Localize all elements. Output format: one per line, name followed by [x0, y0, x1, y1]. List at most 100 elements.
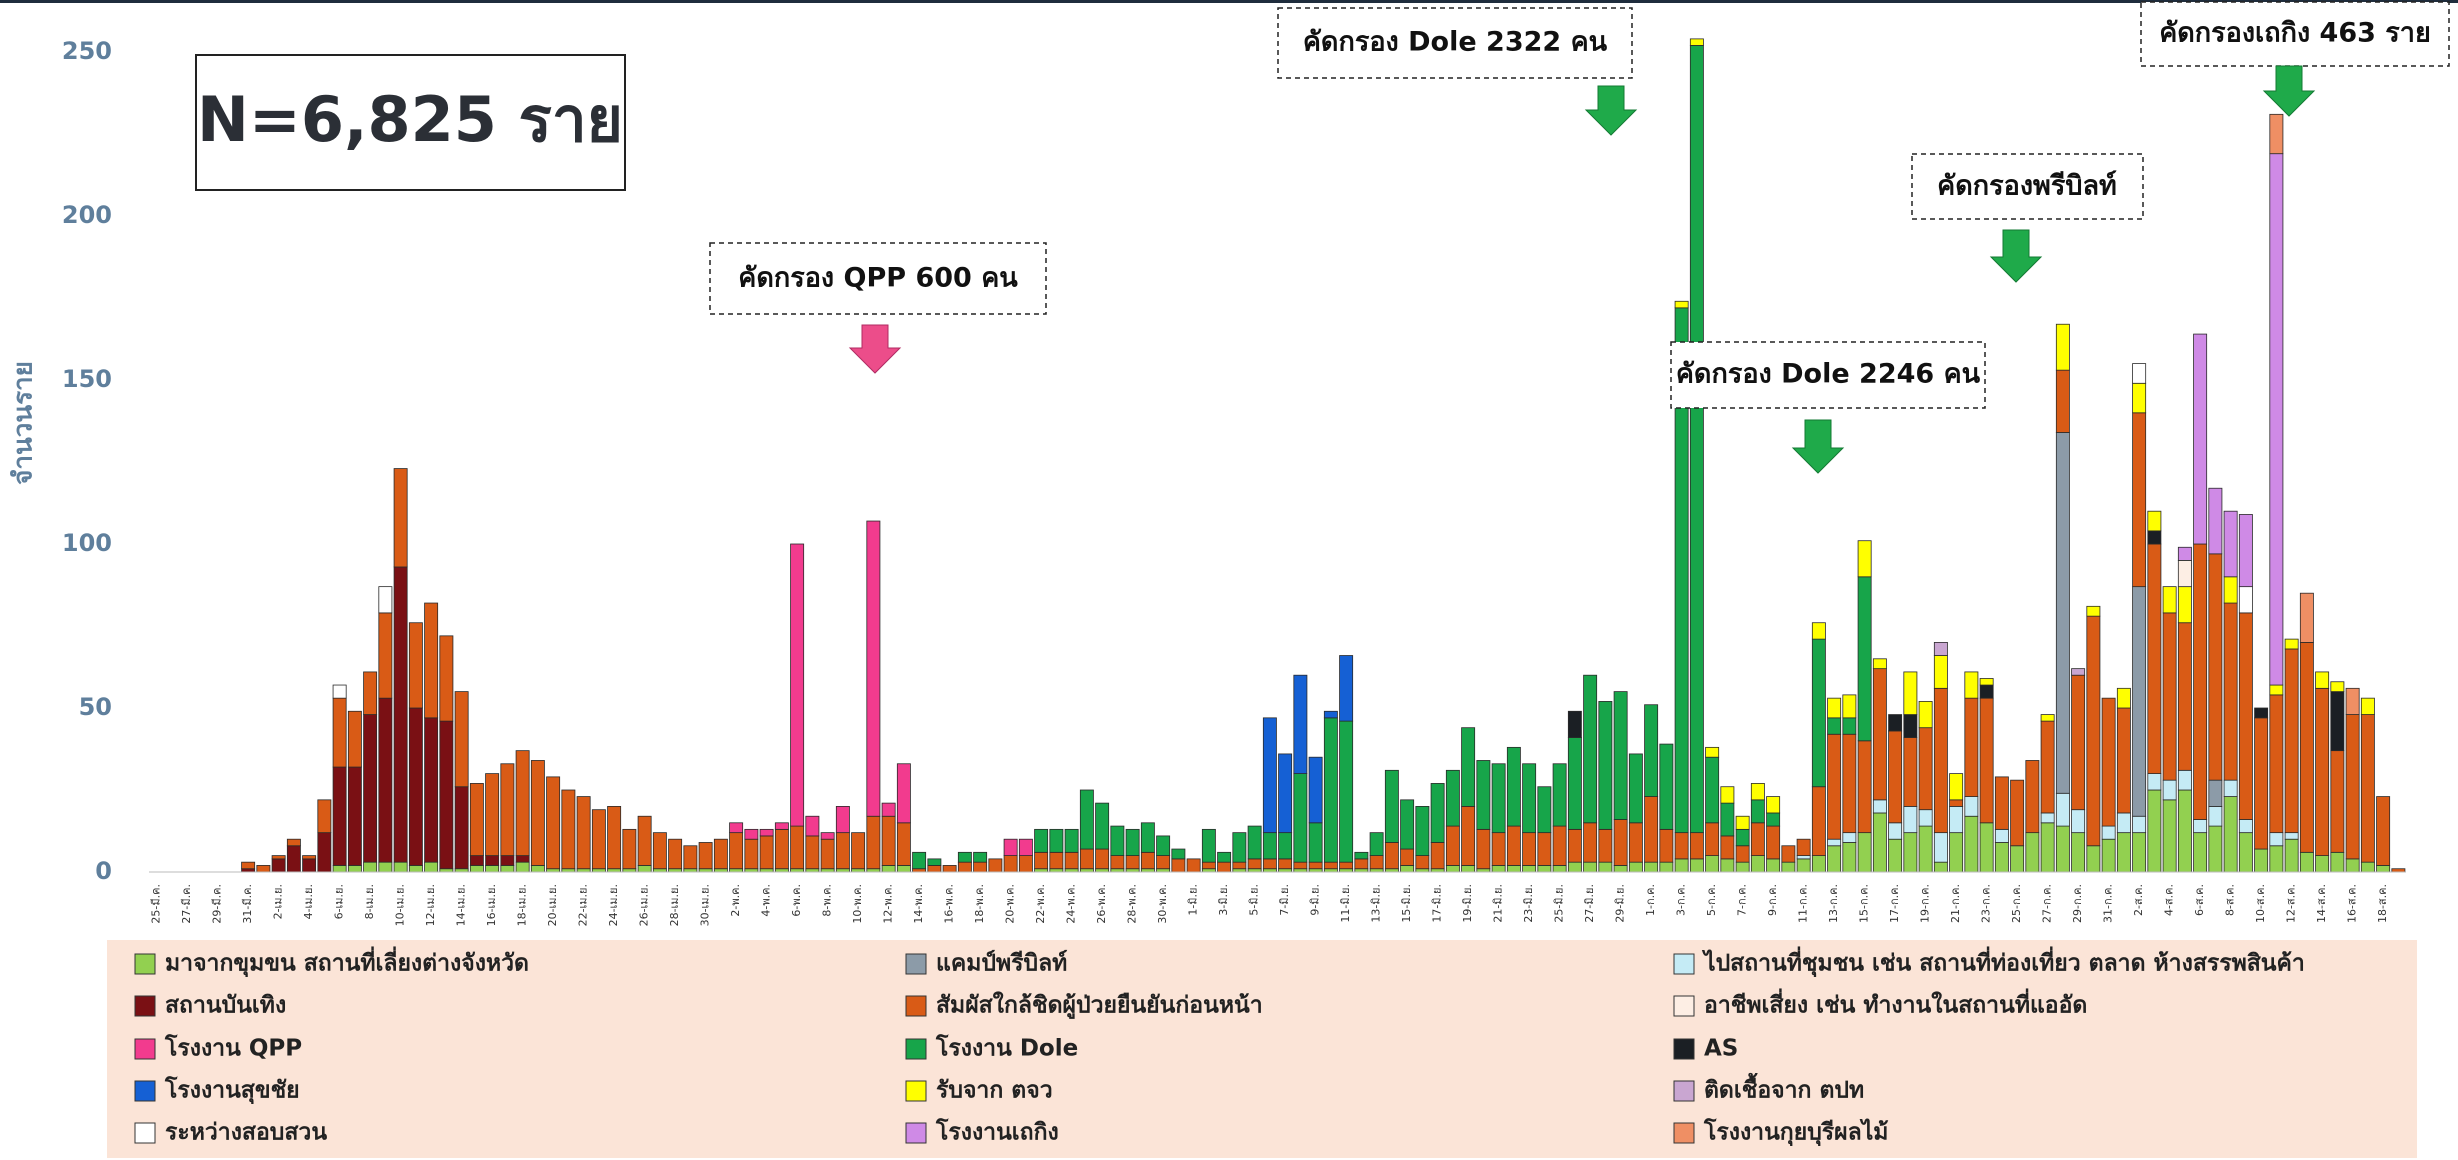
- bar-segment: [1308, 822, 1323, 863]
- legend-swatch: [905, 1038, 927, 1060]
- bar-segment: [1750, 855, 1765, 873]
- bar-segment: [1339, 720, 1354, 863]
- bar-segment: [1781, 845, 1796, 863]
- bar-segment: [1522, 865, 1537, 873]
- bar-segment: [515, 750, 530, 857]
- bar-segment: [1384, 769, 1399, 843]
- bar-segment: [820, 832, 835, 840]
- legend-label: มาจากขุมขน สถานที่เลี่ยงต่างจังหวัด: [165, 946, 529, 978]
- bar-segment: [2376, 796, 2391, 866]
- bar-segment: [1949, 806, 1964, 834]
- bar-segment: [1552, 763, 1567, 827]
- bar-segment: [2269, 113, 2284, 155]
- bar-segment: [302, 858, 317, 873]
- bar-segment: [347, 766, 362, 866]
- bar-segment: [1766, 812, 1781, 827]
- bar-segment: [1369, 832, 1384, 857]
- bar-segment: [1278, 832, 1293, 860]
- annotation-box: [2140, 1, 2450, 67]
- bar-segment: [1308, 756, 1323, 824]
- bar-segment: [1034, 828, 1049, 853]
- x-tick-label: 30-พ.ค.: [1156, 884, 1169, 924]
- bar-segment: [271, 855, 286, 860]
- bar-segment: [2254, 717, 2269, 850]
- bar-segment: [1781, 861, 1796, 873]
- bar-segment: [2101, 697, 2116, 827]
- bar-segment: [2284, 648, 2299, 834]
- legend-label: ติดเชื้อจาก ตปท: [1704, 1073, 1864, 1104]
- top-border: [0, 0, 2458, 3]
- bar-segment: [1171, 858, 1186, 873]
- bar-segment: [2330, 851, 2345, 873]
- bar-segment: [530, 865, 545, 873]
- bar-segment: [408, 865, 423, 873]
- bar-segment: [1171, 848, 1186, 860]
- x-tick-label: 5-ก.ค.: [1705, 884, 1718, 916]
- x-tick-label: 16-พ.ค.: [943, 884, 956, 924]
- bar-segment: [1811, 638, 1826, 788]
- bar-segment: [912, 851, 927, 870]
- bar-segment: [1888, 730, 1903, 824]
- bar-segment: [454, 691, 469, 788]
- x-tick-label: 23-มิ.ย.: [1522, 884, 1535, 923]
- bar-segment: [2223, 779, 2238, 797]
- x-tick-label: 27-ก.ค.: [2041, 884, 2054, 923]
- bar-segment: [2345, 714, 2360, 860]
- bar-segment: [2071, 809, 2086, 834]
- x-tick-label: 7-มิ.ย.: [1278, 884, 1291, 916]
- bar-segment: [713, 838, 728, 870]
- bar-segment: [1369, 855, 1384, 870]
- annotation: คัดกรอง Dole 2322 คน: [1303, 27, 1608, 58]
- bar-segment: [1339, 655, 1354, 722]
- bar-segment: [424, 717, 439, 863]
- bar-segment: [1445, 825, 1460, 866]
- bar-segment: [1842, 717, 1857, 735]
- legend-swatch: [1673, 995, 1695, 1017]
- bar-segment: [2360, 861, 2375, 873]
- bar-segment: [1949, 832, 1964, 873]
- bar-segment: [2116, 812, 2131, 834]
- bar-segment: [1140, 851, 1155, 870]
- x-tick-label: 12-พ.ค.: [882, 884, 895, 924]
- bar-segment: [2330, 750, 2345, 853]
- bar-segment: [2345, 858, 2360, 873]
- bar-segment: [2055, 825, 2070, 873]
- bar-segment: [1049, 851, 1064, 870]
- bar-segment: [1628, 861, 1643, 873]
- bar-segment: [1217, 861, 1232, 873]
- bar-segment: [988, 858, 1003, 873]
- bar-segment: [1872, 668, 1887, 801]
- bar-segment: [2147, 543, 2162, 775]
- annotation-box: [709, 242, 1047, 315]
- bar-segment: [2208, 487, 2223, 555]
- bar-segment: [1857, 832, 1872, 873]
- bar-segment: [1567, 710, 1582, 738]
- bar-segment: [576, 796, 591, 870]
- x-tick-label: 12-เม.ย.: [424, 884, 437, 926]
- bar-segment: [2162, 586, 2177, 614]
- bar-segment: [1811, 855, 1826, 873]
- bar-segment: [1979, 684, 1994, 699]
- bar-segment: [1079, 848, 1094, 870]
- bar-segment: [881, 865, 896, 873]
- x-tick-label: 24-พ.ค.: [1065, 884, 1078, 924]
- bar-segment: [2208, 553, 2223, 781]
- bar-segment: [1994, 842, 2009, 873]
- bar-segment: [2177, 789, 2192, 873]
- summary-box: [195, 54, 626, 191]
- bar-segment: [1674, 300, 1689, 309]
- bar-segment: [424, 602, 439, 719]
- bar-segment: [1689, 858, 1704, 873]
- bar-segment: [485, 865, 500, 873]
- y-tick-label: 100: [62, 529, 112, 557]
- bar-segment: [1598, 701, 1613, 830]
- bar-segment: [1705, 822, 1720, 856]
- bar-segment: [2010, 845, 2025, 873]
- bar-segment: [1689, 45, 1704, 834]
- bar-segment: [2360, 697, 2375, 715]
- bar-segment: [1247, 825, 1262, 860]
- x-tick-label: 13-ก.ค.: [1827, 884, 1840, 923]
- bar-segment: [1659, 743, 1674, 830]
- bar-segment: [2238, 819, 2253, 834]
- y-tick-label: 50: [79, 693, 112, 721]
